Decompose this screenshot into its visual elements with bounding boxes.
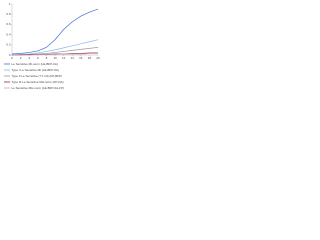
series-line	[11, 8, 99, 55]
x-tick-label: 4	[28, 56, 30, 60]
y-tick-label: 0.4	[6, 32, 11, 36]
y-tick-label: 1	[9, 2, 11, 6]
x-tick-label: 2	[20, 56, 22, 60]
x-tick-label: 18	[88, 56, 92, 60]
x-tick-label: 8	[46, 56, 48, 60]
legend-label: Le Sensitive MH-norm (LE-BFP-0A-FP)	[12, 86, 65, 90]
series-line	[12, 53, 98, 56]
x-tick-label: 20	[96, 56, 100, 60]
x-tick-label: 14	[71, 56, 75, 60]
x-tick-label: 6	[37, 56, 39, 60]
legend-label: Type I Le Sensitive Mt (LE-BFP-0A)	[12, 68, 60, 72]
legend-label: Type II Le Sensitive (Y7-10) (FP-BFP)	[12, 74, 63, 78]
x-tick-label: 12	[62, 56, 66, 60]
x-tick-label: 10	[53, 56, 57, 60]
legend-label: Le Sensitive Mt-norm (LE-BFP-0A)	[12, 62, 58, 66]
y-tick-label: 0.2	[6, 43, 11, 47]
y-tick-label: 0.6	[6, 22, 11, 26]
x-tick-label: 16	[79, 56, 83, 60]
y-tick-label: 0	[9, 53, 11, 57]
x-tick-label: 0	[11, 56, 13, 60]
y-tick-label: 0.8	[6, 12, 11, 16]
legend-label: Type III Le Sensitive MH-norm (FP-DA)	[12, 80, 64, 84]
